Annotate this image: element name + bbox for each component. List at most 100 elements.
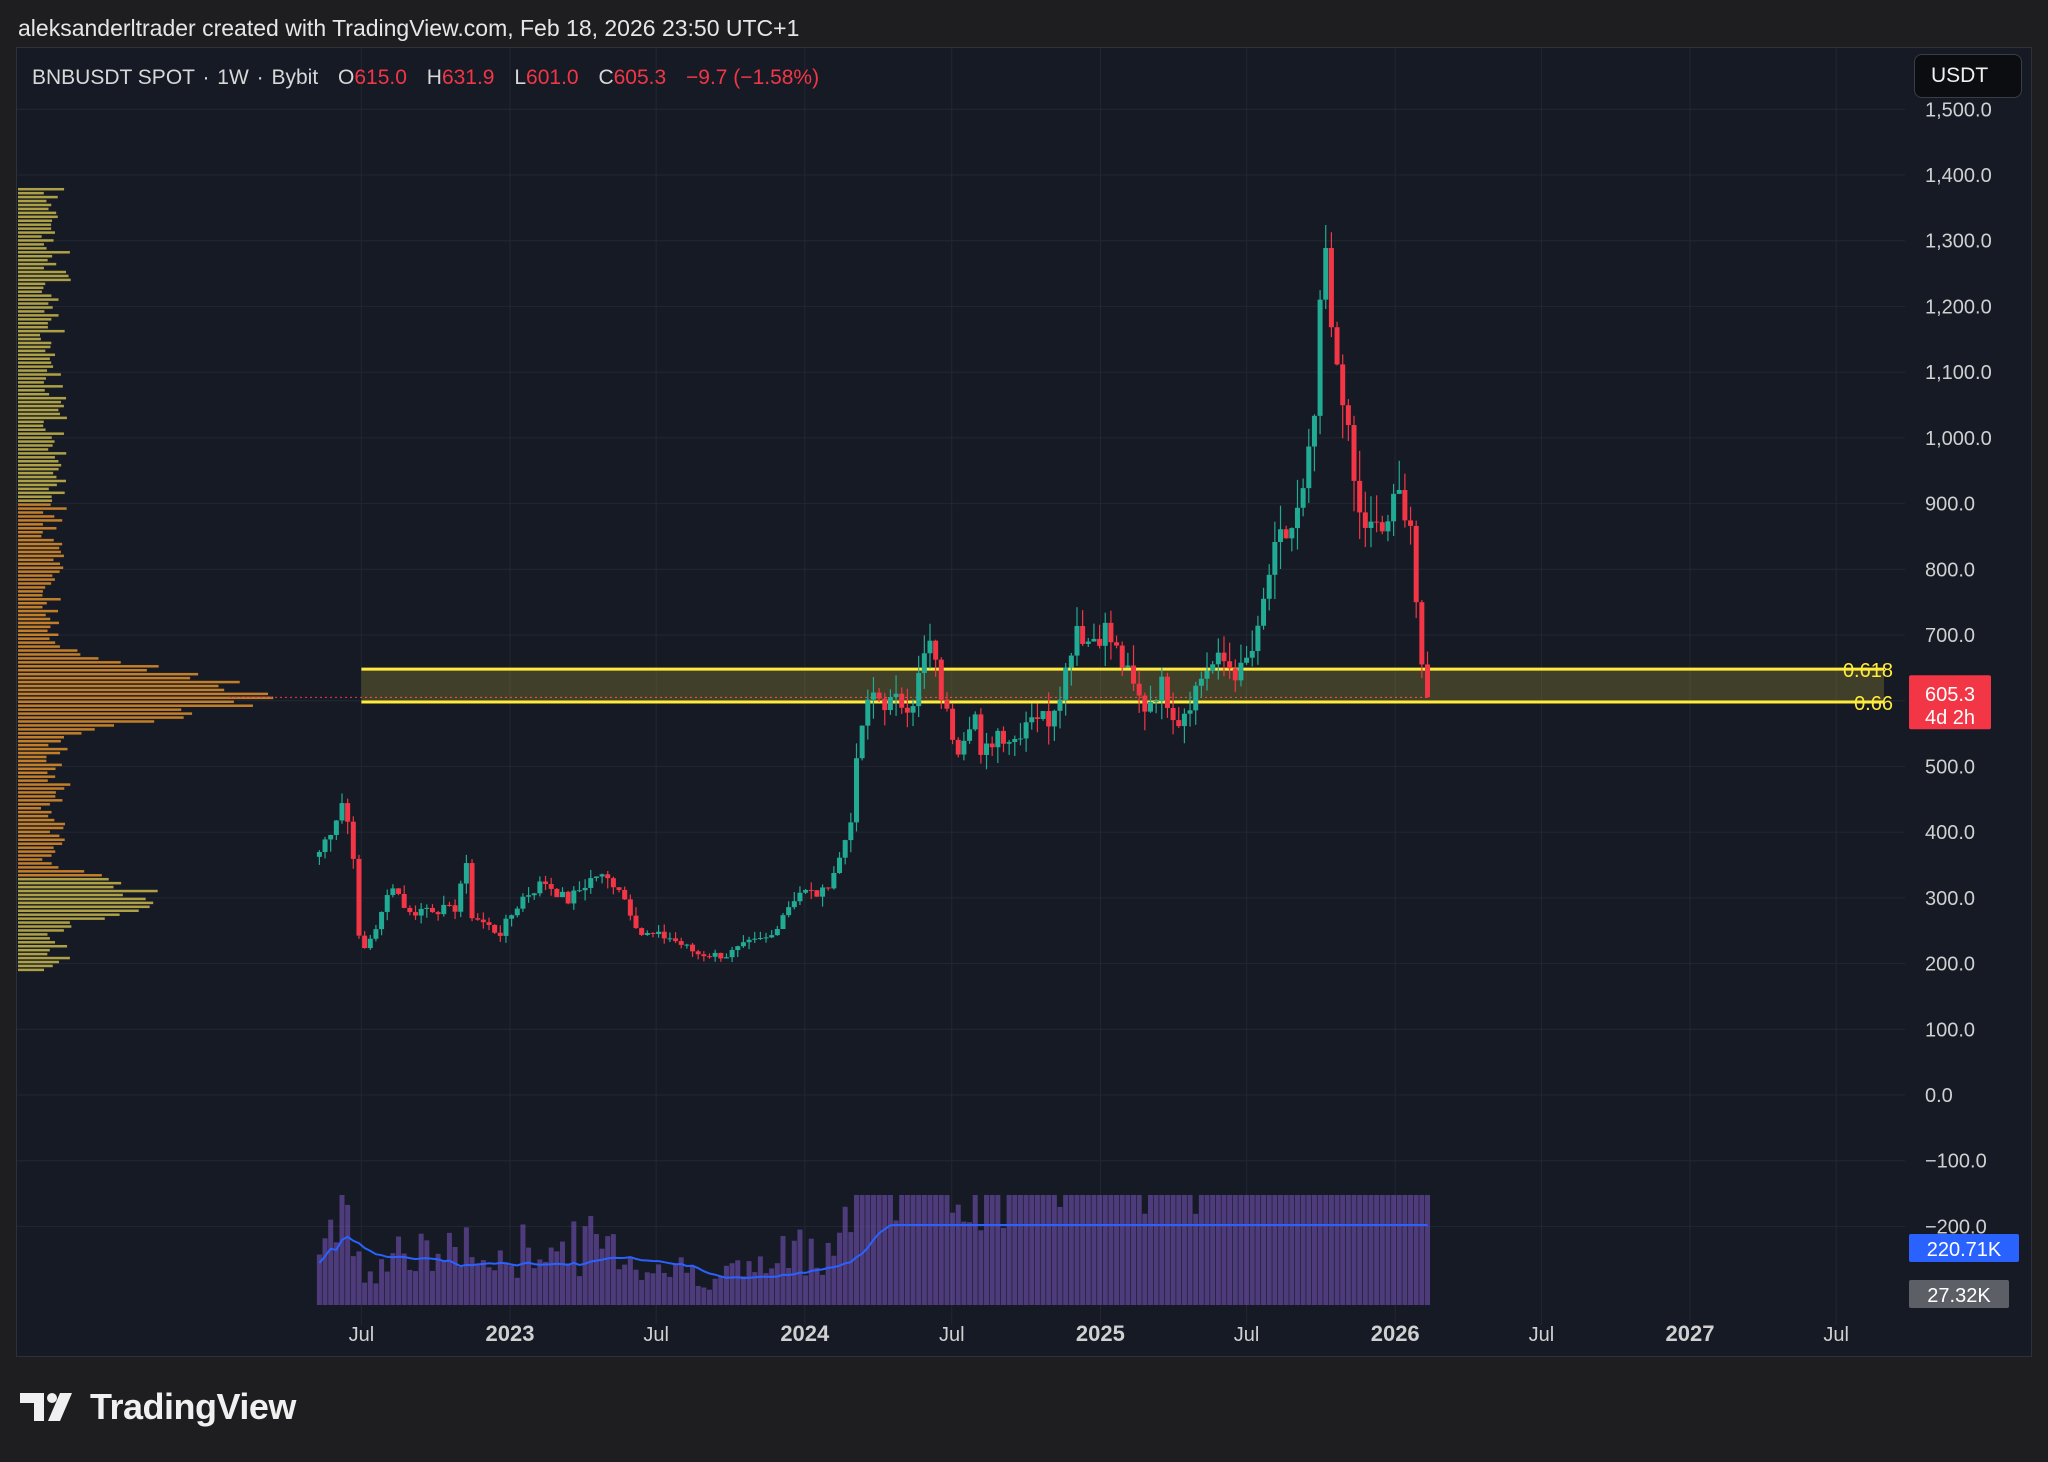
profile-row — [18, 499, 53, 502]
volume-bar — [1272, 1195, 1278, 1305]
volume-bar — [1119, 1195, 1125, 1305]
profile-row — [18, 345, 51, 349]
volume-bar — [774, 1263, 780, 1305]
candle-body — [1142, 695, 1148, 712]
price-tags: 605.34d 2h 220.71K 27.32K — [1909, 675, 2019, 1308]
volume-bar — [345, 1204, 351, 1305]
x-tick-label: 2026 — [1371, 1321, 1420, 1346]
volume-bar — [661, 1272, 667, 1305]
candle-body — [740, 942, 746, 947]
profile-row — [18, 353, 56, 357]
candle-body — [746, 939, 752, 943]
profile-row — [18, 720, 155, 723]
volume-bar — [899, 1195, 905, 1305]
candle-body — [893, 693, 899, 698]
profile-row — [18, 803, 50, 806]
profile-row — [18, 460, 59, 463]
y-tick-label: 300.0 — [1925, 888, 1975, 910]
volume-bar — [865, 1195, 871, 1305]
candle-body — [396, 888, 402, 894]
profile-row — [18, 503, 51, 506]
candle-body — [712, 952, 718, 957]
profile-row — [18, 739, 61, 743]
profile-row — [18, 791, 56, 794]
candle-body — [1340, 364, 1346, 406]
profile-row — [18, 877, 109, 881]
volume-bar — [1345, 1195, 1351, 1305]
profile-row — [18, 795, 56, 798]
volume-bar — [984, 1195, 990, 1305]
volume-bar — [729, 1263, 735, 1305]
candle-body — [656, 931, 662, 935]
profile-row — [18, 428, 46, 431]
profile-row — [18, 258, 48, 262]
volume-bar — [1221, 1195, 1227, 1305]
profile-row — [18, 392, 50, 396]
profile-row — [18, 420, 44, 424]
candle-body — [1396, 489, 1402, 494]
profile-row — [18, 436, 52, 439]
y-tick-label: 1,500.0 — [1925, 99, 1992, 121]
volume-bar — [356, 1251, 362, 1305]
candle-body — [599, 874, 605, 877]
x-tick-label: 2025 — [1076, 1321, 1125, 1346]
profile-row — [18, 747, 68, 751]
candle-body — [463, 863, 469, 884]
volume-bar — [1187, 1195, 1193, 1305]
candle-body — [1181, 713, 1187, 727]
volume-bar — [492, 1270, 498, 1305]
profile-row — [18, 325, 48, 329]
volume-bar — [1402, 1195, 1408, 1305]
interval[interactable]: 1W — [217, 66, 249, 89]
candle-body — [808, 889, 814, 891]
candle-body — [820, 887, 826, 897]
volume-bar — [814, 1267, 820, 1305]
volume-bar — [441, 1261, 447, 1305]
high-label: H — [426, 66, 442, 89]
volume-bar — [599, 1248, 605, 1305]
volume-bar — [458, 1266, 464, 1305]
profile-row — [18, 787, 65, 790]
profile-row — [18, 917, 105, 920]
candle-body — [995, 730, 1001, 748]
profile-row — [18, 590, 43, 593]
volume-bar — [452, 1246, 458, 1305]
candle-body — [322, 839, 328, 852]
volume-bar — [537, 1259, 543, 1305]
volume-bar — [1114, 1195, 1120, 1305]
volume-bar — [1046, 1195, 1052, 1305]
volume-bar — [559, 1241, 565, 1305]
volume-bar — [723, 1265, 729, 1305]
y-tick-label: 800.0 — [1925, 559, 1975, 581]
profile-row — [18, 921, 70, 924]
profile-row — [18, 712, 193, 715]
volume-bar — [695, 1286, 701, 1305]
profile-row — [18, 586, 46, 589]
symbol-name[interactable]: BNBUSDT SPOT — [32, 66, 195, 89]
x-tick-label: Jul — [939, 1324, 965, 1346]
volume-bar — [463, 1227, 469, 1305]
volume-bar — [610, 1234, 616, 1305]
profile-row — [18, 830, 50, 834]
currency-button[interactable]: USDT — [1914, 54, 2022, 98]
x-tick-label: Jul — [1823, 1324, 1849, 1346]
candle-body — [424, 907, 430, 909]
candle-body — [1300, 488, 1306, 508]
volume-bar — [870, 1195, 876, 1305]
volume-bar — [967, 1222, 973, 1305]
candle-body — [910, 706, 916, 713]
volume-bar — [859, 1195, 865, 1305]
volume-bar — [1051, 1195, 1057, 1305]
profile-row — [18, 239, 54, 242]
profile-row — [18, 530, 43, 534]
candle-body — [1187, 710, 1193, 714]
candle-body — [1080, 625, 1086, 644]
volume-bar — [1142, 1213, 1148, 1305]
volume-bar — [1147, 1195, 1153, 1305]
profile-row — [18, 357, 50, 360]
candle-body — [356, 858, 362, 936]
volume-bar — [1278, 1195, 1284, 1305]
candle-body — [1408, 520, 1414, 526]
fib-zone: 0.618 0.66 — [361, 660, 1893, 715]
